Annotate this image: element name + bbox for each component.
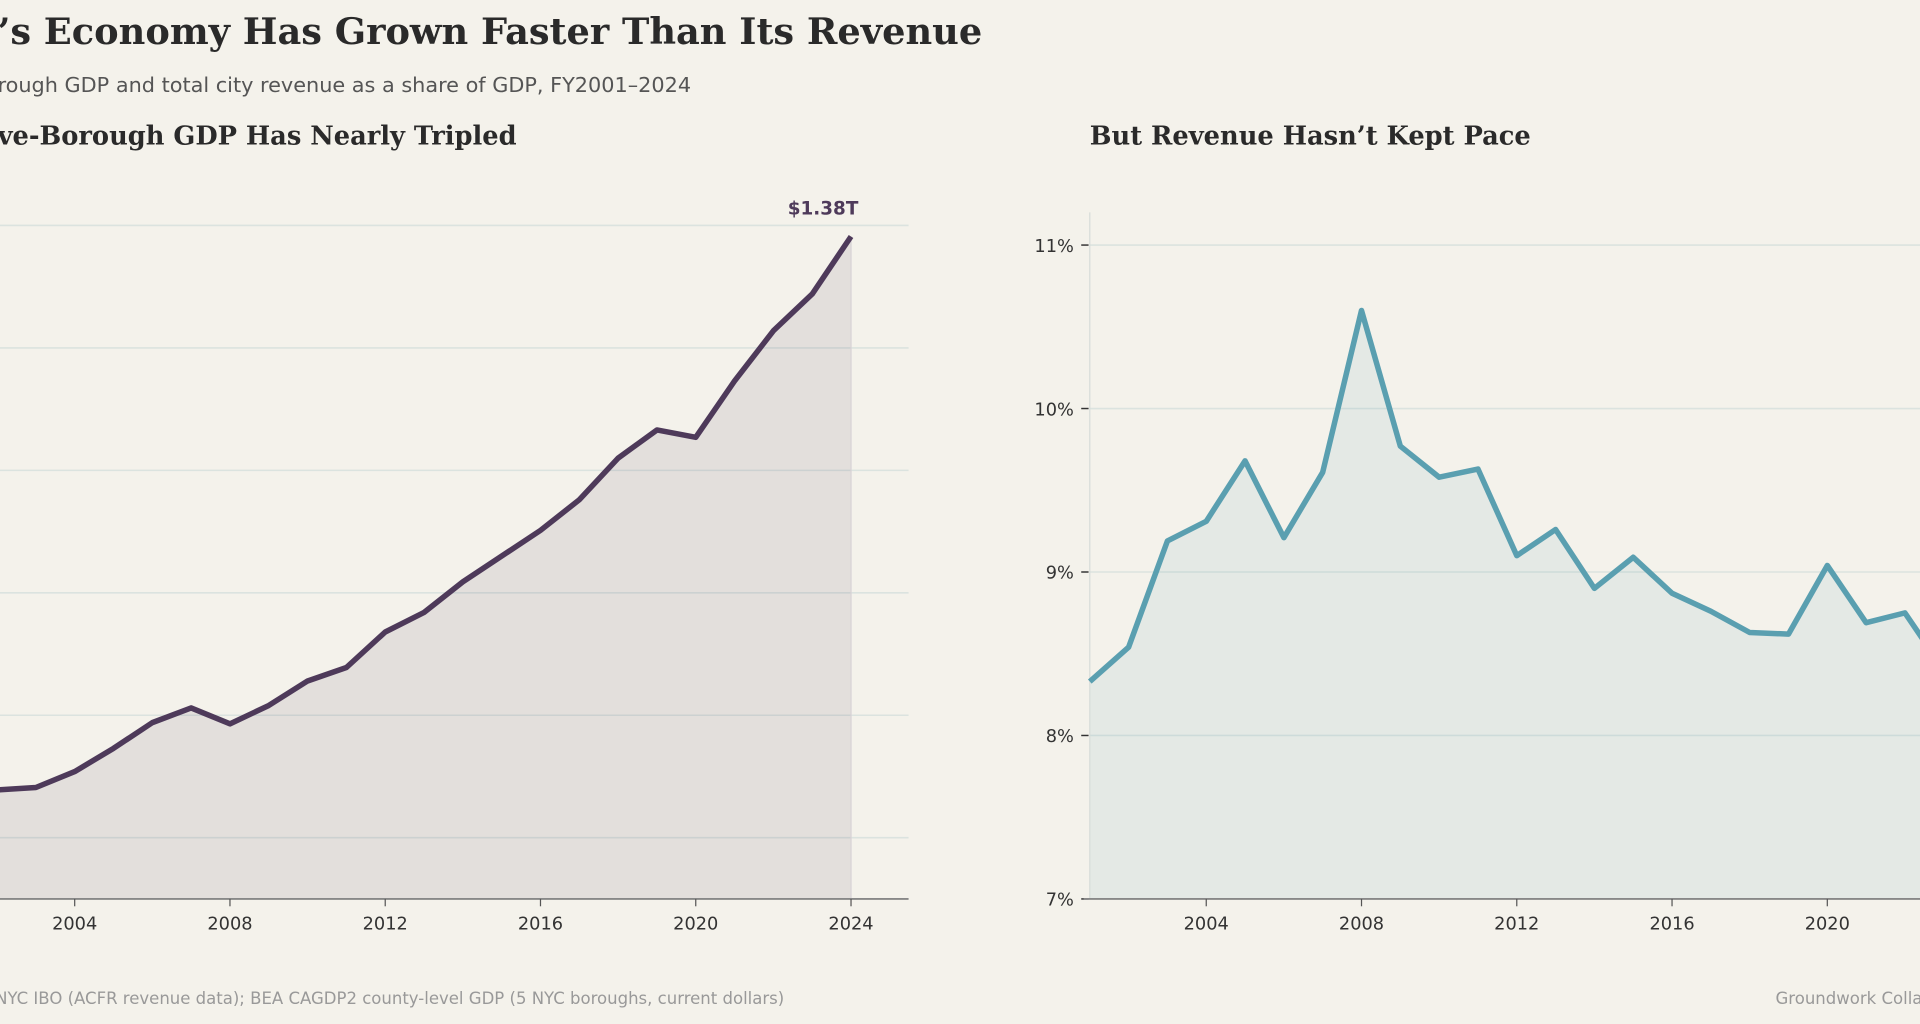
revenue-area <box>1089 310 1920 899</box>
gdp-chart: 2004 2008 2012 2016 2020 2024 <box>0 224 909 935</box>
gdp-end-label: $1.38T <box>788 198 859 219</box>
gdp-area <box>0 236 852 899</box>
figure-subtitle: rough GDP and total city revenue as a sh… <box>0 73 691 97</box>
x-tick-label: 2004 <box>52 915 97 935</box>
right-panel-title: But Revenue Hasn’t Kept Pace <box>1090 122 1531 152</box>
x-tick-label: 2008 <box>1339 915 1384 935</box>
credit-note: Groundwork Colla <box>1776 989 1920 1008</box>
x-tick-label: 2004 <box>1184 915 1229 935</box>
y-tick-label: 8% <box>1046 727 1074 747</box>
figure-title: ’s Economy Has Grown Faster Than Its Rev… <box>0 10 982 53</box>
source-note: NYC IBO (ACFR revenue data); BEA CAGDP2 … <box>0 989 784 1008</box>
x-tick-label: 2012 <box>363 915 408 935</box>
x-tick-label: 2012 <box>1494 915 1539 935</box>
x-tick-label: 2016 <box>1649 915 1694 935</box>
y-tick-label: 7% <box>1046 891 1074 911</box>
gdp-line <box>0 234 854 793</box>
y-tick-label: 11% <box>1034 237 1073 257</box>
revenue-line <box>1087 307 1920 684</box>
revenue-share-chart: 7% 8% 9% 10% 11% 2004 2008 2012 2016 2020 <box>1034 212 1920 935</box>
left-panel-title: ve-Borough GDP Has Nearly Tripled <box>0 122 517 152</box>
y-tick-label: 10% <box>1034 400 1073 420</box>
x-tick-label: 2008 <box>207 915 252 935</box>
y-tick-label: 9% <box>1046 564 1074 584</box>
x-tick-label: 2020 <box>1805 915 1850 935</box>
x-tick-label: 2016 <box>518 915 563 935</box>
x-tick-label: 2024 <box>828 915 873 935</box>
x-tick-label: 2020 <box>673 915 718 935</box>
